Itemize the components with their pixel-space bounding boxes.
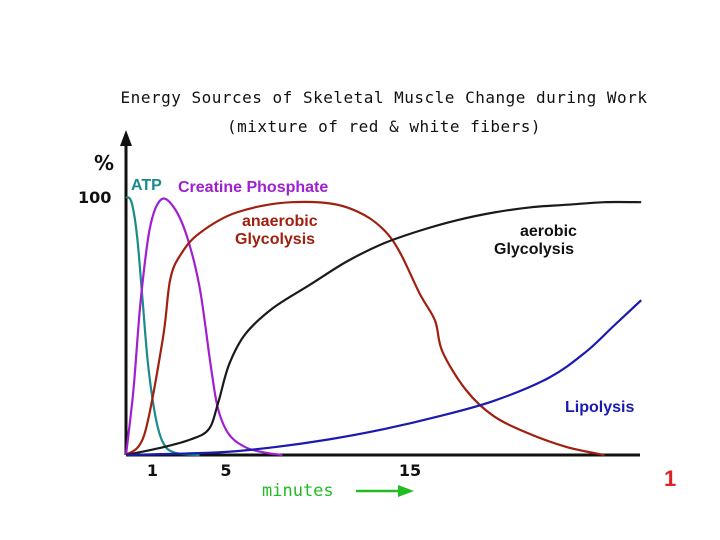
label-aerobic-glycolysis: Glycolysis bbox=[494, 241, 574, 258]
slide-number: 1 bbox=[664, 466, 677, 491]
series-atp-line bbox=[125, 196, 200, 457]
chart-subtitle: (mixture of red & white fibers) bbox=[226, 117, 542, 136]
chart-title: Energy Sources of Skeletal Muscle Change… bbox=[120, 88, 648, 107]
x-tick-label: 1 bbox=[147, 461, 158, 480]
label-lipolysis: Lipolysis bbox=[565, 399, 634, 416]
series-anaerobic-glycolysis-line bbox=[125, 200, 605, 457]
label-anaerobic: anaerobic bbox=[242, 213, 318, 230]
y-tick-label: 100 bbox=[78, 188, 111, 207]
y-axis-arrowhead bbox=[120, 130, 132, 146]
x-tick-label: 15 bbox=[399, 461, 421, 480]
x-tick-label: 5 bbox=[220, 461, 231, 480]
label-creatine-phosphate: Creatine Phosphate bbox=[178, 179, 328, 196]
label-aerobic: aerobic bbox=[520, 223, 577, 240]
y-axis-label: % bbox=[94, 151, 114, 175]
series-aerobic-glycolysis-line bbox=[125, 200, 642, 457]
x-axis-arrowhead bbox=[398, 485, 414, 497]
label-atp: ATP bbox=[131, 177, 162, 194]
series-creatine-phosphate-line bbox=[124, 197, 283, 457]
x-axis-label: minutes bbox=[262, 481, 334, 501]
series-lipolysis-line bbox=[125, 299, 642, 457]
label-anaerobic-glycolysis: Glycolysis bbox=[235, 231, 315, 248]
